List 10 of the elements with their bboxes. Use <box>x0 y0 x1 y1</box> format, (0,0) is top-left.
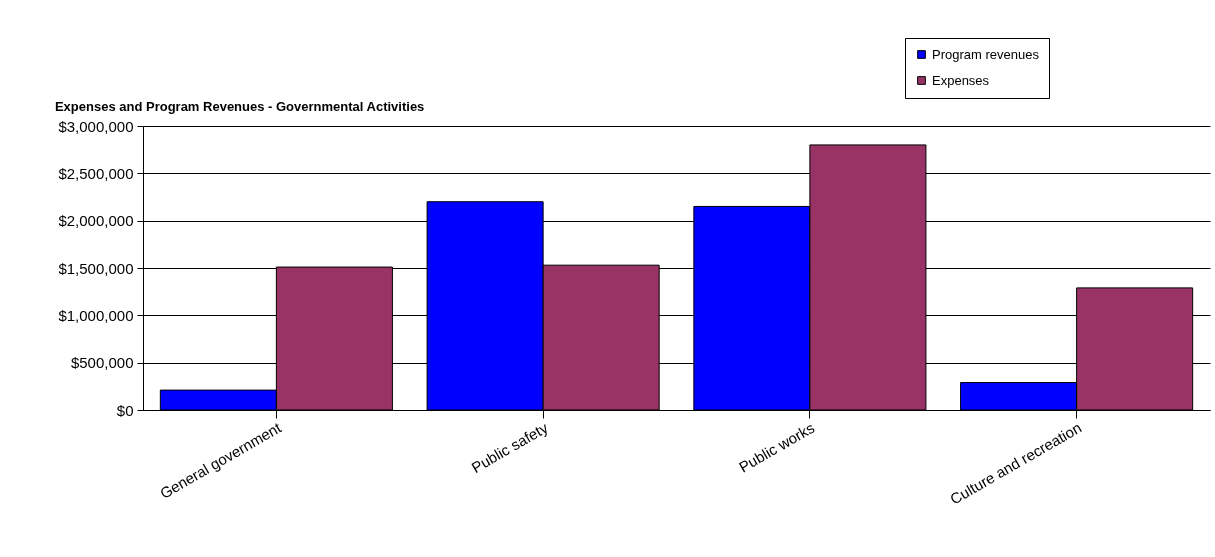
chart-title: Expenses and Program Revenues - Governmental Activities <box>54 98 425 114</box>
y-tick-label: $1,500,000 <box>58 259 134 277</box>
y-tick-label: $1,000,000 <box>58 306 134 324</box>
y-tick-label: $3,000,000 <box>58 117 134 135</box>
y-tick-label: $2,500,000 <box>58 164 134 182</box>
legend-label: Program revenues <box>932 46 1040 62</box>
y-tick-label: $0 <box>116 401 134 419</box>
legend-label: Expenses <box>932 72 990 88</box>
y-tick-label: $2,000,000 <box>58 212 134 230</box>
y-tick-label: $500,000 <box>70 354 134 372</box>
